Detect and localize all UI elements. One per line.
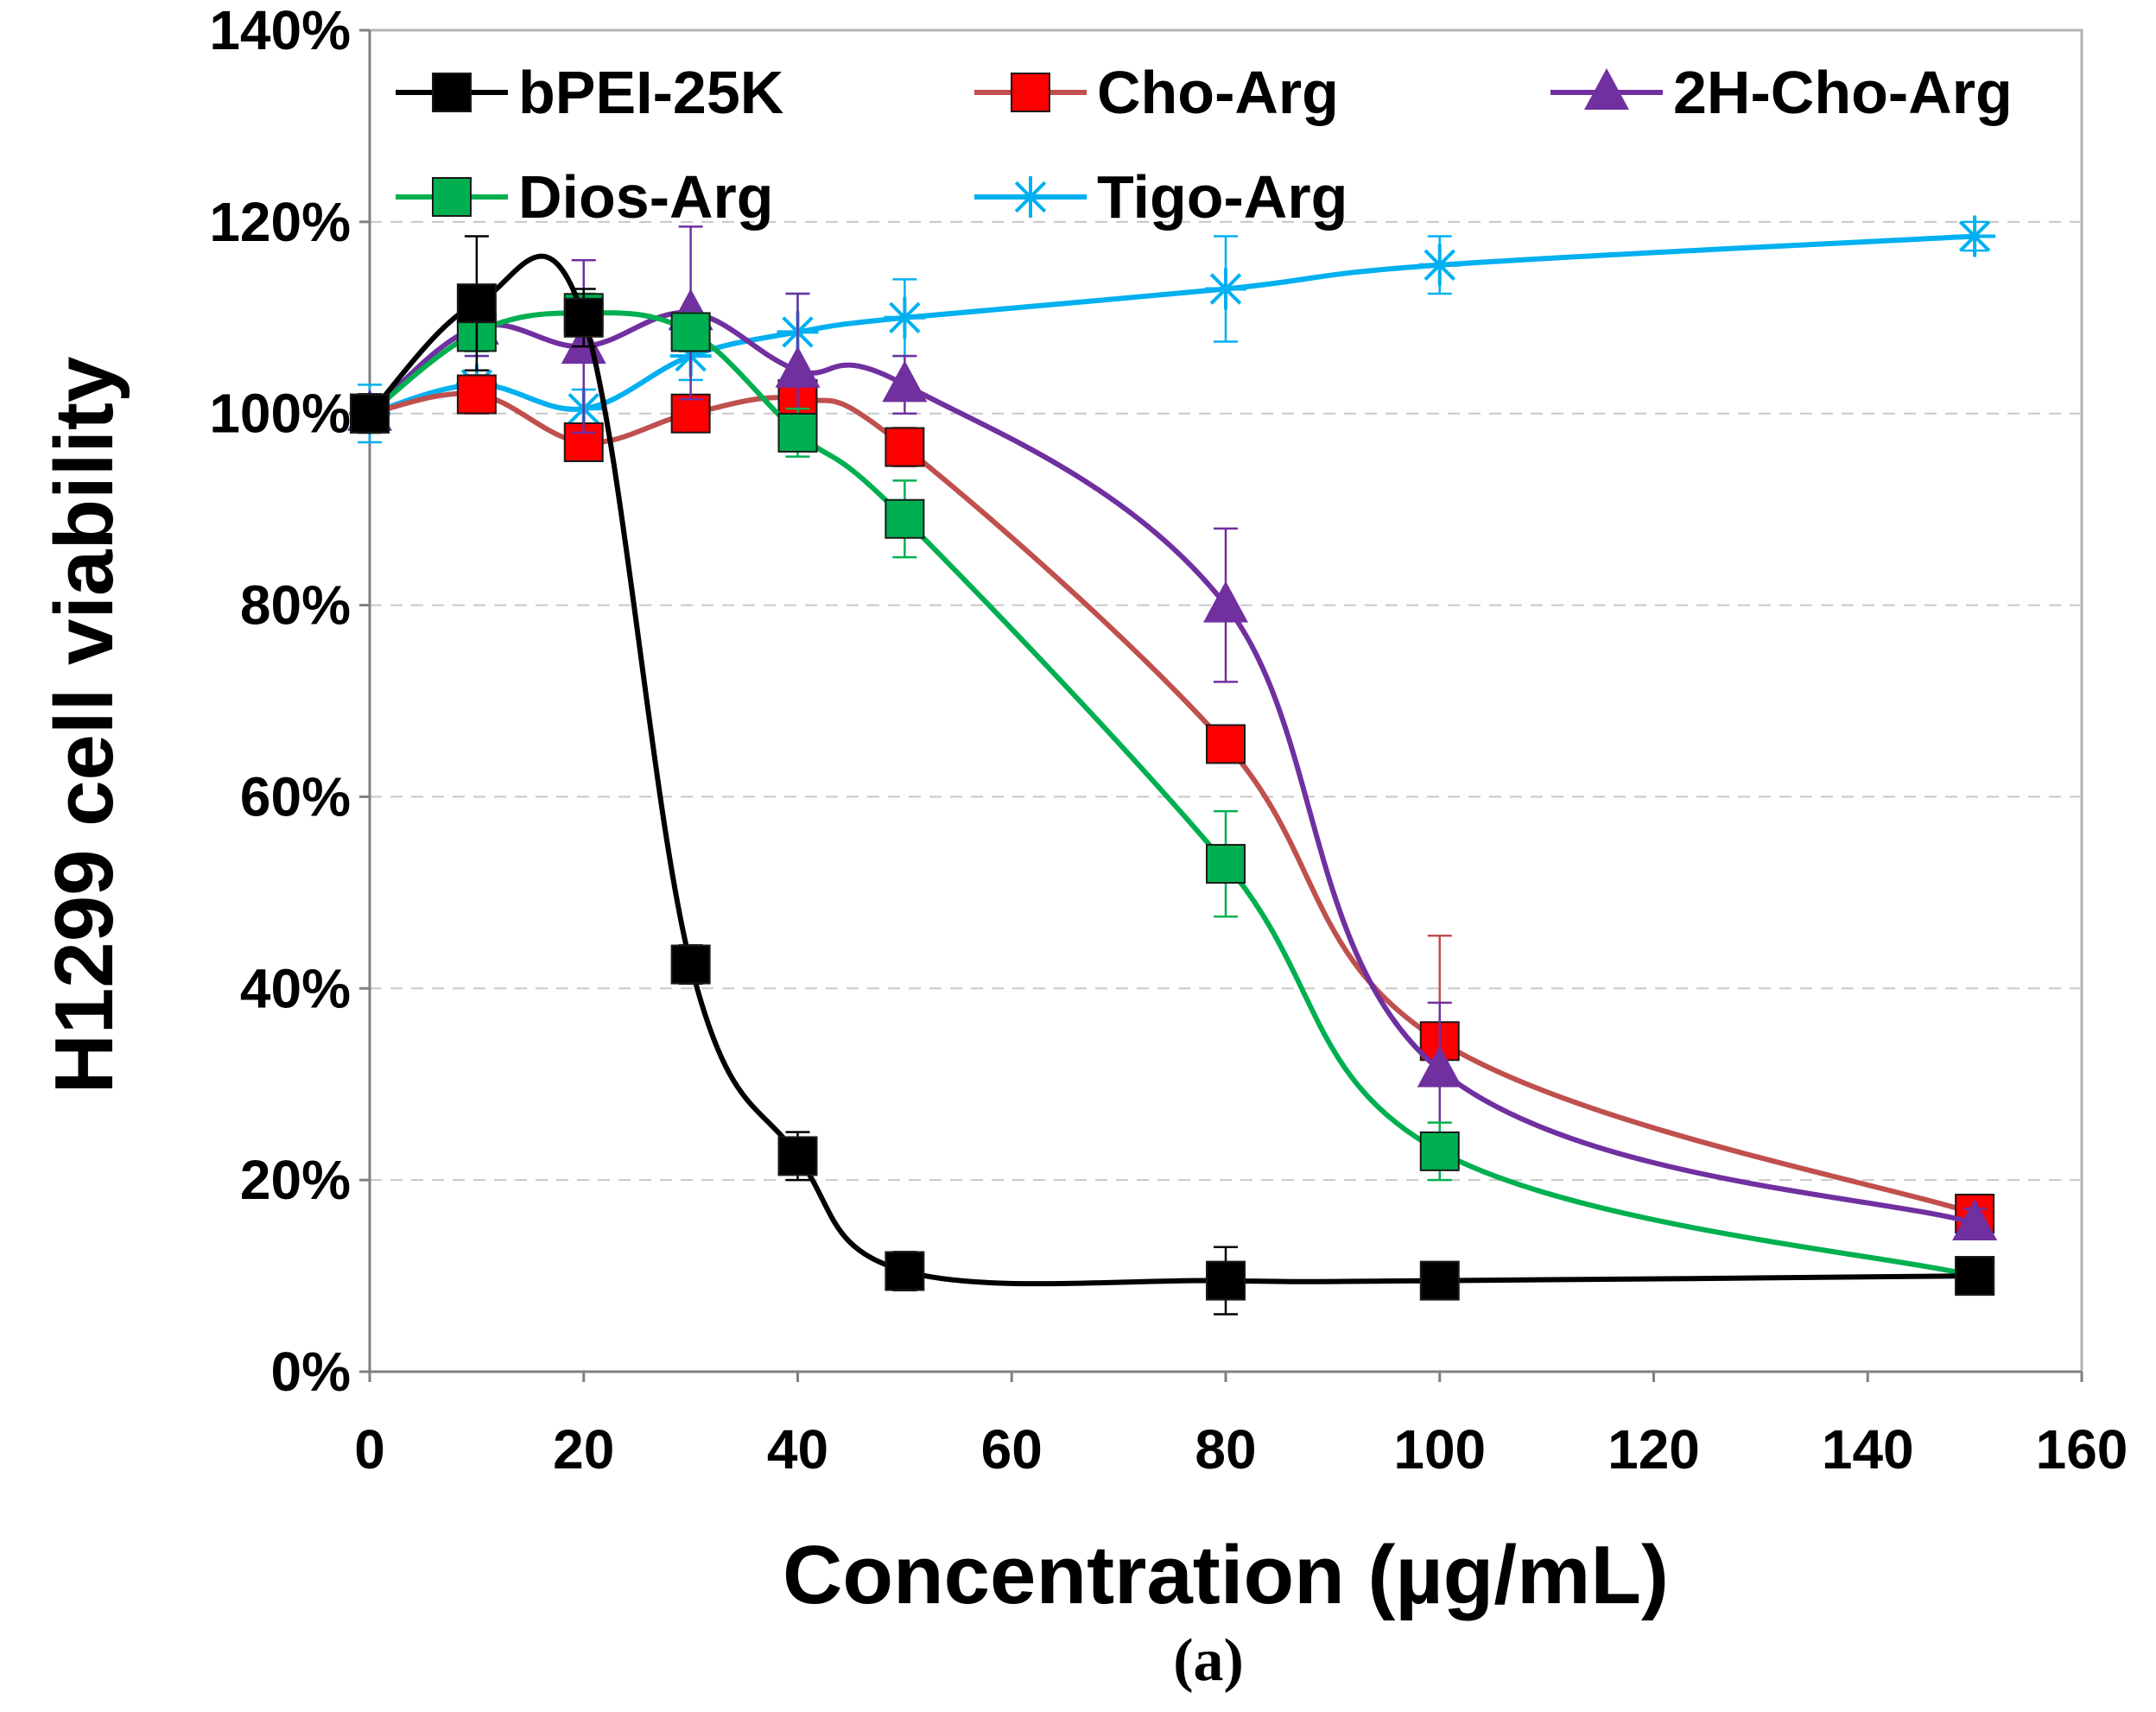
data-point: [670, 944, 711, 985]
data-point: [350, 393, 390, 434]
data-point: [1419, 1131, 1460, 1171]
data-point: [563, 297, 604, 338]
data-point: [1954, 215, 1996, 257]
x-tick-label: 100: [1393, 1418, 1486, 1481]
y-tick-label: 80%: [240, 574, 351, 637]
legend-marker: [432, 73, 472, 112]
data-point: [885, 1251, 925, 1291]
legend-label: Dios-Arg: [518, 163, 774, 231]
legend: bPEI-25K Cho-Arg 2H-Cho-Arg Dios-Arg Tigo-Ar…: [396, 59, 2013, 231]
x-tick-label: 80: [1195, 1418, 1256, 1481]
legend-item: bPEI-25K: [396, 59, 783, 126]
data-point: [885, 427, 925, 467]
data-point: [1206, 724, 1246, 764]
y-tick-label: 20%: [240, 1149, 351, 1211]
series-bpei-25k: [350, 235, 1995, 1316]
grid: [370, 220, 2082, 1182]
legend-marker: [1010, 176, 1051, 218]
data-point: [670, 312, 711, 352]
data-point: [1206, 1260, 1246, 1301]
series-line: [367, 253, 1975, 1287]
data-point: [1952, 1199, 1998, 1241]
x-axis-label: Concentration (µg/mL): [783, 1529, 1669, 1621]
data-point: [884, 296, 926, 339]
legend-item: Cho-Arg: [974, 59, 1339, 126]
legend-label: bPEI-25K: [518, 59, 783, 126]
x-tick-label: 20: [553, 1418, 614, 1481]
legend-marker: [1011, 73, 1050, 112]
panel-label: (a): [1173, 1627, 1244, 1694]
legend-item: Dios-Arg: [396, 163, 774, 231]
data-point: [670, 393, 711, 434]
legend-marker: [1584, 68, 1629, 110]
x-tick-label: 120: [1607, 1418, 1700, 1481]
y-tick-label: 140%: [209, 0, 351, 61]
axes: 0% 20% 40% 60% 80% 100% 120% 140% 0 20 40 60 80 100 12…: [209, 0, 2127, 1481]
data-point: [1419, 1260, 1460, 1301]
x-tick-label: 160: [2036, 1418, 2128, 1481]
y-tick-label: 100%: [209, 383, 351, 445]
x-tick-label: 60: [981, 1418, 1043, 1481]
series-line: [369, 233, 1975, 416]
y-tick-label: 60%: [240, 765, 351, 827]
y-tick-label: 0%: [271, 1341, 352, 1403]
data-point: [882, 360, 928, 403]
series-2h-cho-arg: [347, 225, 1998, 1241]
data-point: [1418, 244, 1461, 286]
legend-label: 2H-Cho-Arg: [1673, 59, 2013, 126]
data-point: [777, 412, 818, 453]
legend-label: Tigo-Arg: [1097, 163, 1348, 231]
legend-label: Cho-Arg: [1097, 59, 1339, 126]
legend-item: Tigo-Arg: [974, 163, 1348, 231]
data-point: [1417, 1045, 1462, 1087]
legend-item: 2H-Cho-Arg: [1550, 59, 2013, 126]
data-point: [1206, 844, 1246, 885]
y-axis-label: H1299 cell viability: [38, 357, 130, 1094]
x-tick-label: 40: [767, 1418, 828, 1481]
data-point: [777, 1136, 818, 1176]
y-tick-label: 120%: [209, 191, 351, 253]
data-point: [1955, 1256, 1995, 1297]
x-tick-label: 140: [1822, 1418, 1914, 1481]
data-point: [1203, 580, 1248, 623]
series-dios-arg: [350, 292, 1995, 1297]
y-tick-label: 40%: [240, 957, 351, 1019]
x-tick-label: 0: [354, 1418, 385, 1481]
legend-marker: [432, 177, 472, 217]
data-point: [1205, 268, 1246, 310]
series: [347, 215, 1998, 1316]
plot-frame: [368, 29, 2083, 1373]
data-point: [885, 498, 925, 539]
data-point: [775, 346, 821, 388]
data-point: [456, 283, 497, 324]
data-point: [456, 374, 497, 415]
